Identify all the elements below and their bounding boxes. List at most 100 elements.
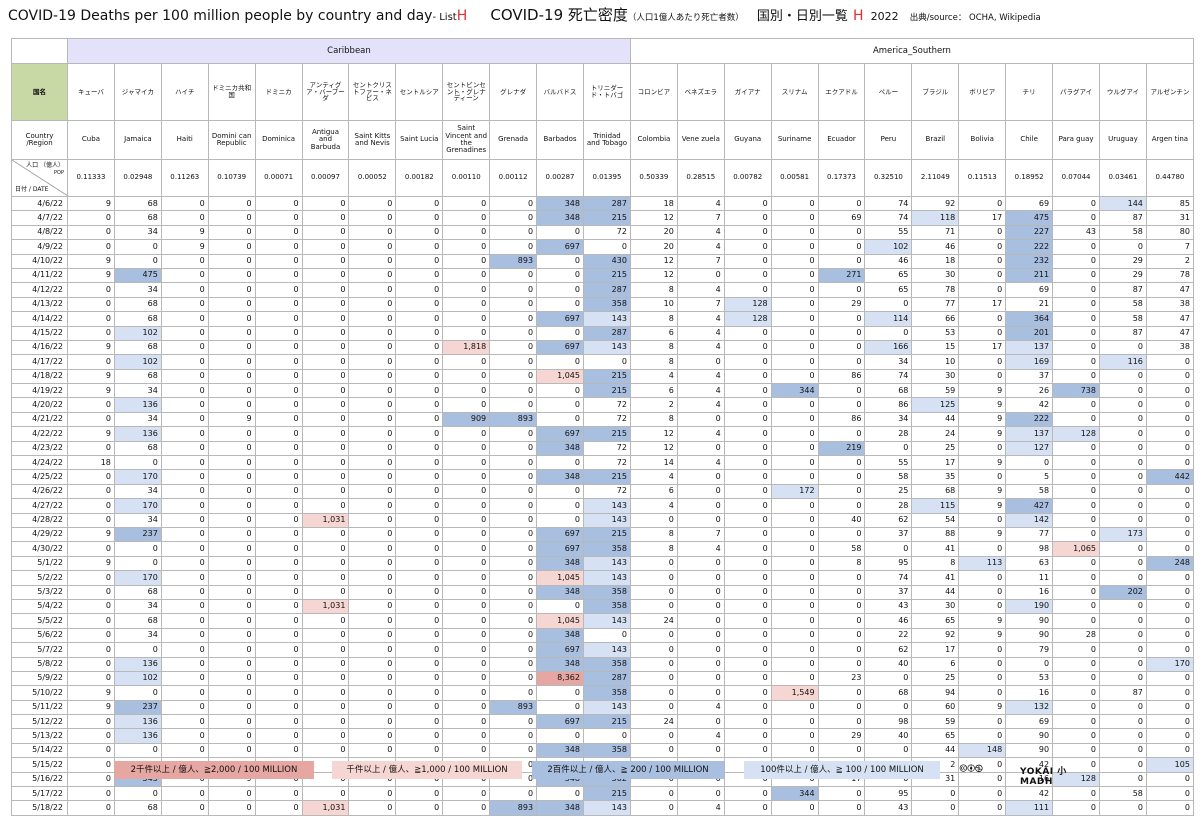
value-cell: 0	[160, 613, 209, 629]
value-cell: 0	[770, 354, 819, 370]
value-cell: 0	[301, 714, 350, 730]
value-cell: 0	[536, 224, 584, 241]
value-cell: 25	[864, 483, 913, 500]
value-cell: 0	[489, 296, 538, 313]
date-cell: 5/4/22	[11, 598, 68, 615]
population-value: 0.00782	[723, 159, 772, 197]
value-cell: 0	[958, 728, 1007, 744]
value-cell: 0	[1145, 498, 1194, 514]
value-cell: 0	[489, 627, 538, 644]
value-cell: 0	[301, 397, 350, 413]
value-cell: 0	[160, 267, 209, 284]
value-cell: 0	[723, 440, 772, 457]
value-cell: 69	[1005, 714, 1054, 730]
value-cell: 143	[582, 613, 631, 629]
value-cell: 697	[536, 541, 584, 557]
value-cell: 16	[1005, 685, 1054, 701]
value-cell: 0	[301, 325, 350, 341]
value-cell: 9	[958, 397, 1007, 413]
value-cell: 0	[958, 714, 1007, 730]
value-cell: 62	[864, 512, 913, 528]
table-row: 4/8/22 0 34 9 0 0 0 0 0 0 0 0 72 20 4 0 0 0 55 71 0 227 43 58 80	[11, 224, 1194, 241]
value-cell: 0	[67, 541, 115, 557]
date-cell: 4/9/22	[11, 239, 68, 255]
value-cell: 0	[489, 656, 538, 672]
date-cell: 4/26/22	[11, 483, 68, 500]
value-cell: 143	[582, 699, 631, 716]
value-cell: 9	[958, 455, 1007, 471]
value-cell: 0	[817, 195, 866, 212]
value-cell: 0	[442, 469, 491, 485]
value-cell: 169	[1005, 354, 1054, 370]
value-cell: 0	[442, 570, 491, 586]
value-cell: 0	[301, 570, 350, 586]
value-cell: 23	[817, 670, 866, 687]
value-cell: 0	[958, 570, 1007, 586]
value-cell: 0	[67, 224, 115, 241]
value-cell: 28	[864, 498, 913, 514]
value-cell: 0	[67, 584, 115, 600]
value-cell: 0	[113, 642, 162, 658]
value-cell: 0	[1052, 267, 1100, 284]
value-cell: 0	[864, 699, 913, 716]
value-cell: 7	[676, 296, 725, 313]
value-cell: 0	[395, 440, 444, 457]
value-cell: 102	[113, 670, 162, 687]
value-cell: 40	[817, 512, 866, 528]
value-cell: 132	[1005, 699, 1054, 716]
value-cell: 430	[582, 253, 631, 269]
value-cell: 0	[254, 786, 303, 802]
value-cell: 348	[536, 210, 584, 226]
value-cell: 0	[723, 627, 772, 644]
value-cell: 68	[113, 195, 162, 212]
value-cell: 0	[301, 584, 350, 600]
value-cell: 0	[395, 670, 444, 687]
country-name-en: Bolivia	[958, 120, 1007, 160]
value-cell: 0	[770, 526, 819, 543]
value-cell: 0	[1052, 469, 1100, 485]
value-cell: 0	[1099, 541, 1147, 557]
value-cell: 0	[348, 541, 397, 557]
value-cell: 0	[207, 642, 256, 658]
value-cell: 0	[817, 714, 866, 730]
value-cell: 0	[817, 311, 866, 327]
country-name-en: Vene zuela	[676, 120, 725, 160]
title-list: - List	[432, 12, 457, 23]
value-cell: 0	[67, 742, 115, 759]
value-cell: 0	[395, 800, 444, 816]
value-cell: 0	[1099, 498, 1147, 514]
value-cell: 0	[301, 354, 350, 370]
value-cell: 0	[301, 426, 350, 442]
value-cell: 0	[1005, 656, 1054, 672]
value-cell: 0	[207, 397, 256, 413]
value-cell: 0	[723, 253, 772, 269]
table-row: 5/4/22 0 34 0 0 0 1,031 0 0 0 0 0 358 0 0 0 0 0 43 30 0 190 0 0…	[11, 598, 1194, 615]
value-cell: 0	[489, 239, 538, 255]
value-cell: 72	[582, 411, 631, 428]
value-cell: 0	[254, 469, 303, 485]
date-cell: 5/15/22	[11, 757, 68, 773]
value-cell: 358	[582, 584, 631, 600]
value-cell: 0	[254, 598, 303, 615]
value-cell: 0	[395, 570, 444, 586]
value-cell: 43	[864, 800, 913, 816]
value-cell: 68	[113, 613, 162, 629]
value-cell: 0	[160, 440, 209, 457]
population-value: 0.00581	[770, 159, 819, 197]
value-cell: 0	[536, 512, 584, 528]
value-cell: 173	[1099, 526, 1147, 543]
value-cell: 0	[864, 296, 913, 313]
value-cell: 0	[770, 627, 819, 644]
value-cell: 0	[489, 714, 538, 730]
value-cell: 0	[1052, 296, 1100, 313]
value-cell: 0	[395, 512, 444, 528]
date-cell: 4/11/22	[11, 267, 68, 284]
date-cell: 4/12/22	[11, 282, 68, 298]
value-cell: 0	[207, 699, 256, 716]
value-cell: 0	[348, 455, 397, 471]
value-cell: 59	[911, 714, 960, 730]
value-cell: 28	[864, 426, 913, 442]
value-cell: 0	[629, 800, 678, 816]
value-cell: 0	[301, 786, 350, 802]
value-cell: 0	[629, 627, 678, 644]
